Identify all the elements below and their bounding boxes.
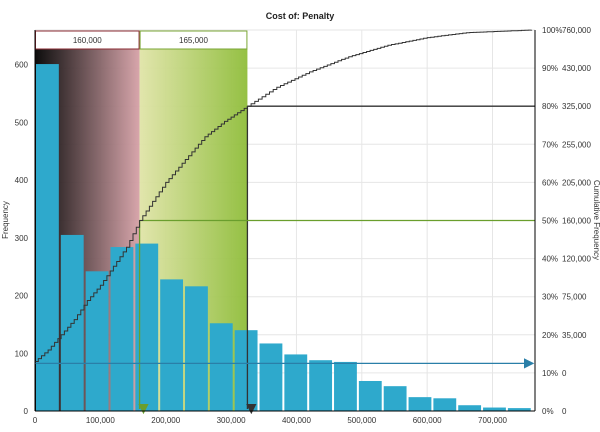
cumulative-tick-value: 430,000 (562, 64, 591, 73)
x-tick-label: 200,000 (151, 416, 180, 425)
cumulative-tick-value: 760,000 (562, 26, 591, 35)
cumulative-tick-value: 255,000 (562, 140, 591, 149)
cumulative-tick-percent: 70% (542, 140, 558, 149)
y-tick-label: 400 (15, 176, 29, 185)
x-tick-label: 0 (33, 416, 38, 425)
cumulative-tick-value: 160,000 (562, 217, 591, 226)
histogram-bar-12 (334, 361, 357, 411)
cumulative-tick-value: 0 (562, 369, 567, 378)
x-tick-label: 400,000 (282, 416, 311, 425)
cumulative-tick-value: 205,000 (562, 178, 591, 187)
histogram-bar-14 (383, 386, 407, 411)
cumulative-tick-percent: 20% (542, 331, 558, 340)
histogram-bar-13 (358, 380, 382, 411)
histogram-bar-17 (458, 405, 482, 411)
histogram-bar-5 (160, 279, 184, 411)
cumulative-axis-ticks: 0% 0 10% 0 20% 35,000 30% 75,000 40% 120,000 50% 16… (542, 26, 591, 416)
y-axis-ticks: 0 100 200 300 400 500 600 (15, 61, 29, 416)
cumulative-curve (35, 29, 533, 362)
x-tick-label: 700,000 (478, 416, 507, 425)
histogram-bar-19 (507, 408, 531, 411)
histogram-bar-7 (209, 323, 233, 411)
band-header-1 (139, 30, 248, 50)
cumulative-tick-percent: 10% (542, 369, 558, 378)
cumulative-tick-value: 35,000 (562, 331, 587, 340)
cumulative-tick-value: 75,000 (562, 293, 587, 302)
histogram-bar-3 (110, 247, 134, 411)
cumulative-tick-percent: 100% (542, 26, 562, 35)
histogram-bar-6 (185, 286, 208, 411)
histogram-bar-8 (234, 330, 258, 411)
x-tick-label: 100,000 (86, 416, 115, 425)
cumulative-tick-percent: 0% (542, 407, 554, 416)
cumulative-tick-percent: 90% (542, 64, 558, 73)
cumulative-tick-percent: 50% (542, 217, 558, 226)
y-tick-label: 100 (15, 349, 29, 358)
axes (34, 30, 536, 412)
y-axis-title: Frequency (1, 201, 10, 239)
cumulative-tick-percent: 60% (542, 178, 558, 187)
chart-title: Cost of: Penalty (266, 11, 335, 21)
histogram-bar-11 (309, 360, 333, 411)
histogram-bar-9 (259, 343, 283, 411)
cumulative-tick-value: 325,000 (562, 102, 591, 111)
x-tick-label: 500,000 (347, 416, 376, 425)
cumulative-axis-title: Cumulative Frequency (592, 180, 600, 260)
cumulative-tick-percent: 40% (542, 255, 558, 264)
cumulative-tick-percent: 80% (542, 102, 558, 111)
histogram-bar-15 (408, 397, 432, 411)
y-tick-label: 300 (15, 234, 29, 243)
cumulative-tick-value: 120,000 (562, 255, 591, 264)
histogram-bar-0 (36, 64, 59, 412)
cumulative-tick-percent: 30% (542, 293, 558, 302)
x-axis-ticks: 0 100,000 200,000 300,000 400,000 500,000 600,… (33, 416, 508, 425)
histogram-bar-18 (483, 407, 506, 411)
reference-lines (35, 105, 535, 415)
cumulative-tick-value: 0 (562, 407, 567, 416)
histogram-bar-2 (85, 271, 109, 411)
band-label-1: 165,000 (179, 36, 208, 45)
histogram-bar-10 (284, 354, 308, 411)
y-tick-label: 600 (15, 61, 29, 70)
histogram-bar-16 (433, 398, 457, 411)
band-label-0: 160,000 (73, 36, 102, 45)
x-tick-label: 600,000 (413, 416, 442, 425)
cumulative-line (35, 29, 533, 362)
histogram-bar-4 (135, 243, 159, 411)
y-tick-label: 500 (15, 118, 29, 127)
y-tick-label: 200 (15, 292, 29, 301)
x-tick-label: 300,000 (217, 416, 246, 425)
y-tick-label: 0 (24, 407, 29, 416)
